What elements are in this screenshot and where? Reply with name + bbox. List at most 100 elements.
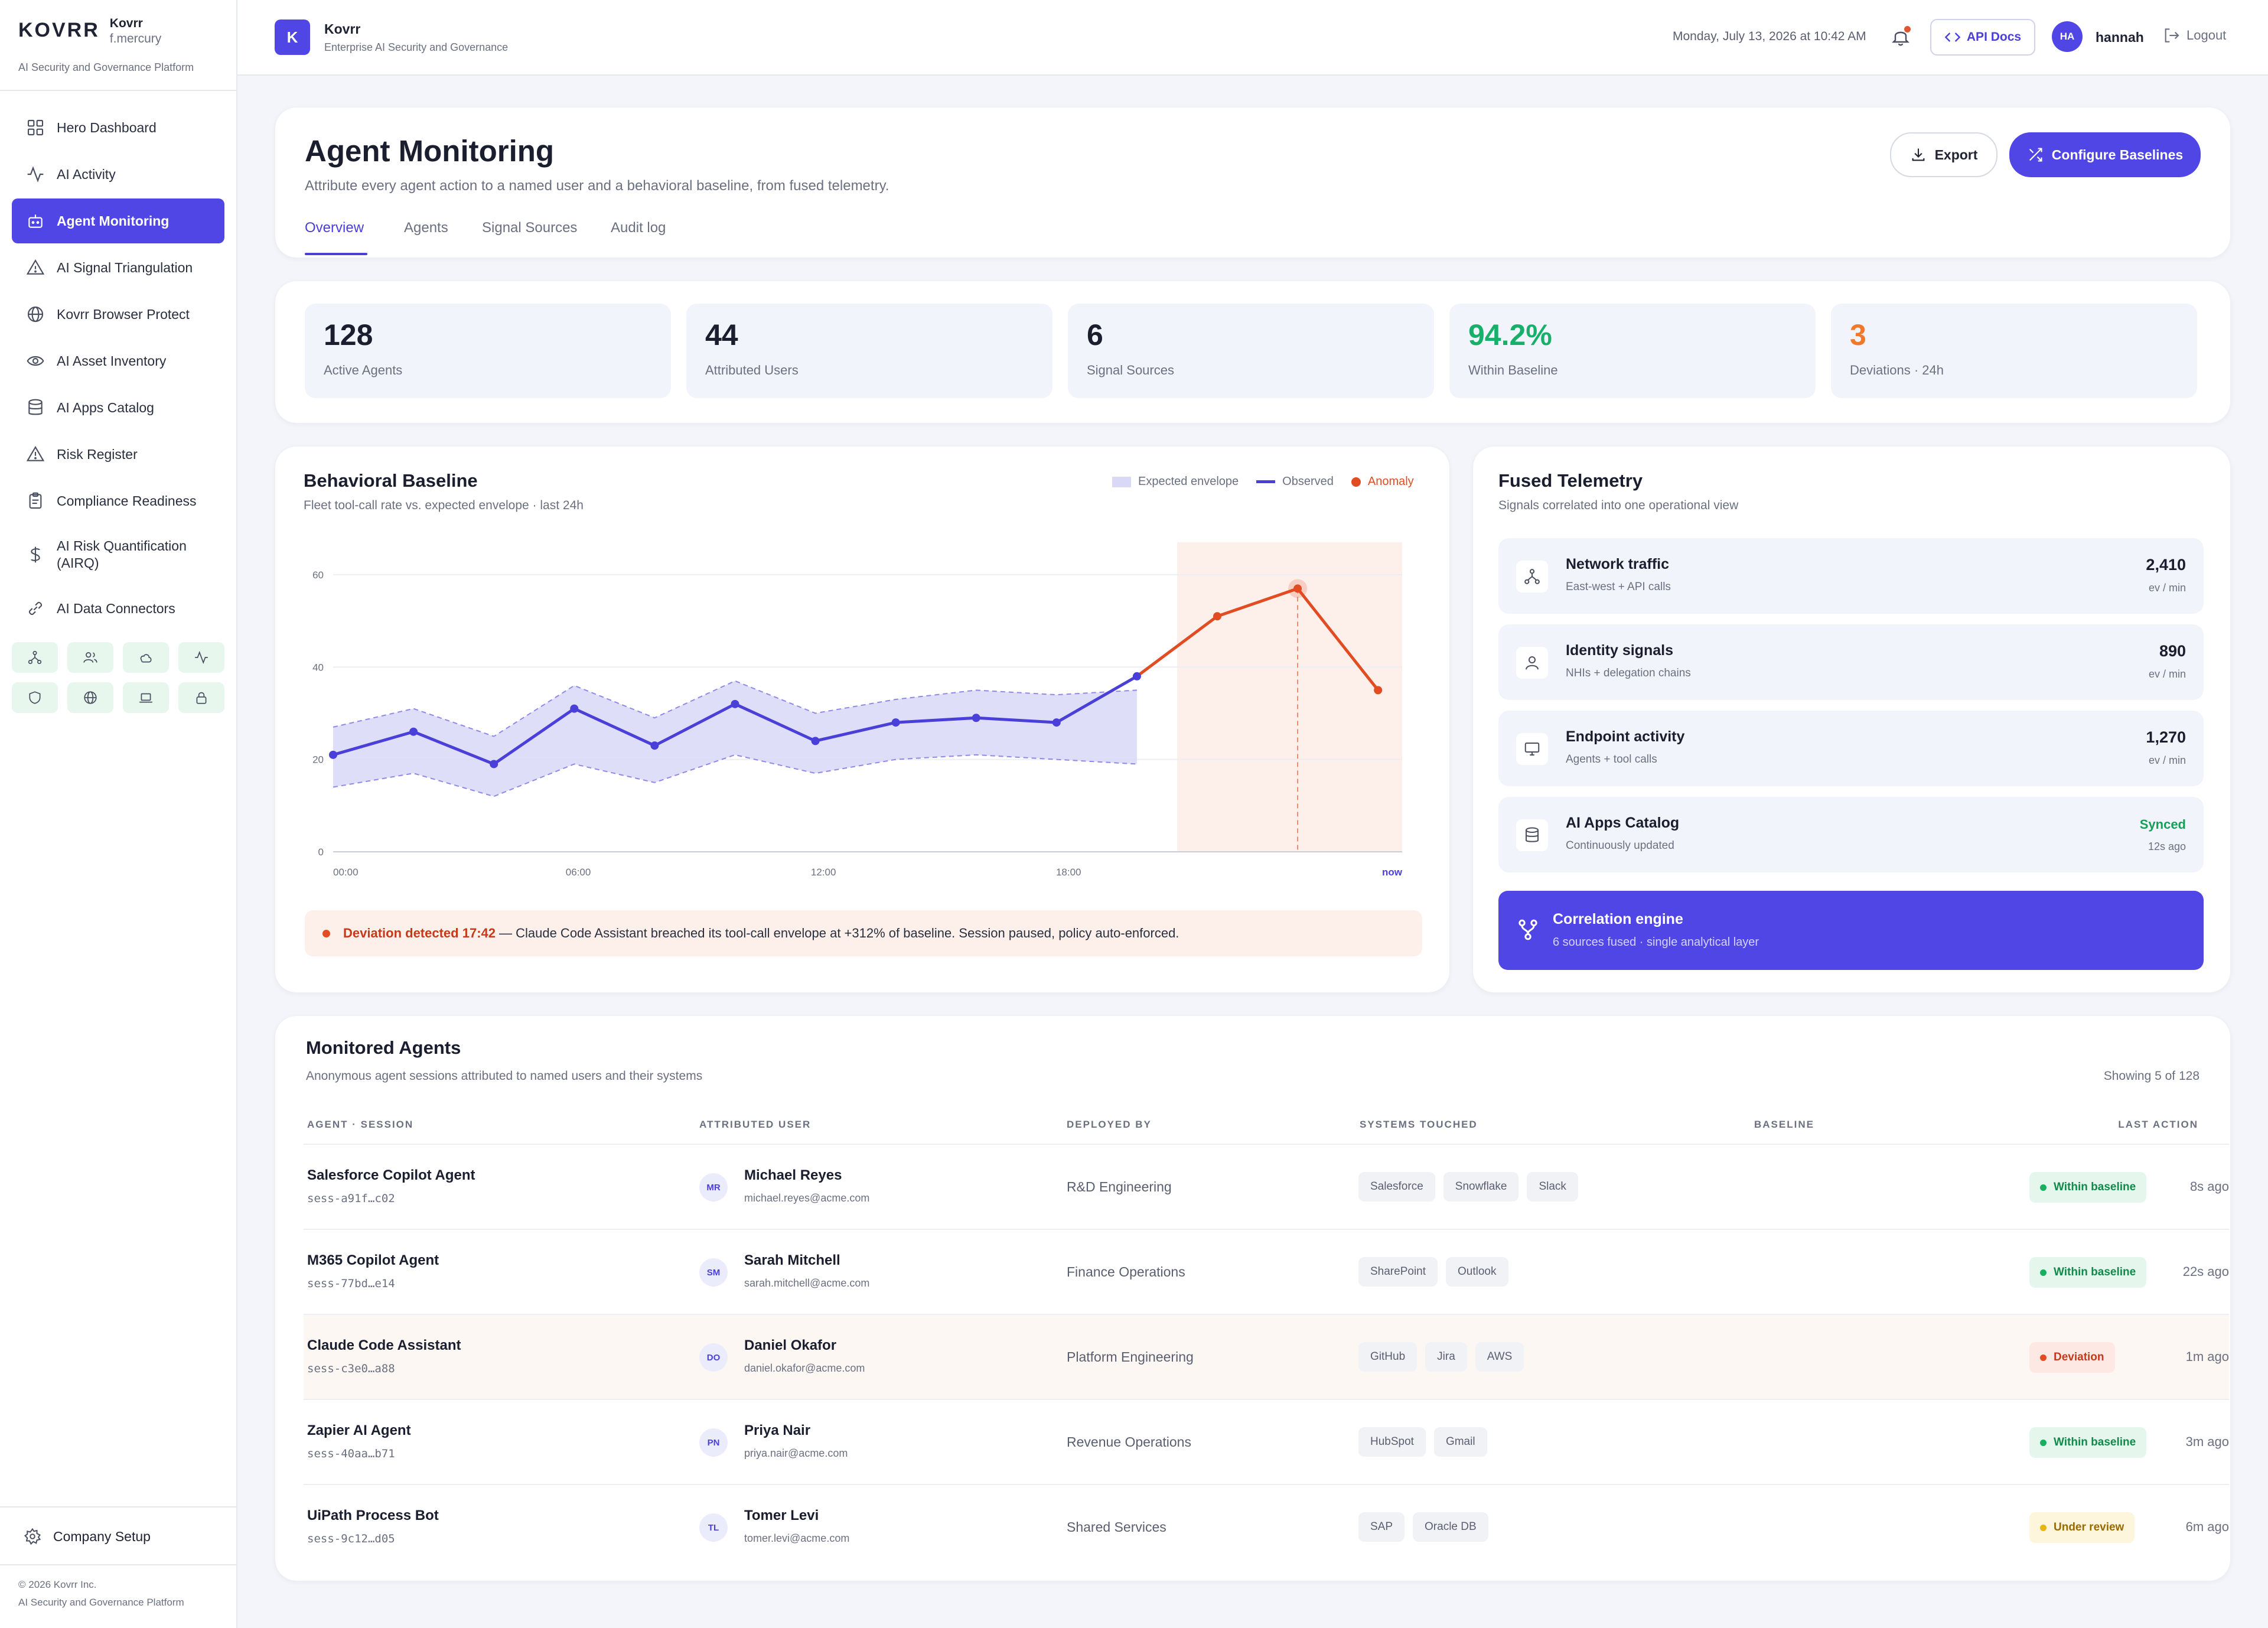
col-agent-session: AGENT · SESSION <box>307 1119 414 1130</box>
quick-laptop-button[interactable] <box>123 682 169 713</box>
baseline-subtitle: Fleet tool-call rate vs. expected envelo… <box>304 499 584 512</box>
user-name[interactable]: Daniel Okafor <box>744 1337 837 1353</box>
sidebar-item-risk-register[interactable]: Risk Register <box>12 432 224 477</box>
telemetry-row-apps-catalog[interactable]: AI Apps Catalog Continuously updated Syn… <box>1498 797 2204 872</box>
deployed-by: Finance Operations <box>1067 1264 1185 1279</box>
system-chip: Outlook <box>1446 1257 1508 1287</box>
sidebar-item-label: Risk Register <box>57 446 138 462</box>
quick-activity-button[interactable] <box>178 642 224 673</box>
kpi-value: 44 <box>705 318 738 351</box>
api-docs-button[interactable]: API Docs <box>1930 19 2035 56</box>
quick-globe-button[interactable] <box>67 682 113 713</box>
export-button[interactable]: Export <box>1890 132 1997 177</box>
username[interactable]: hannah <box>2096 30 2144 45</box>
table-row[interactable]: UiPath Process Bot sess-9c12…d05 TL Tome… <box>304 1484 2229 1569</box>
sidebar-item-compliance-readiness[interactable]: Compliance Readiness <box>12 478 224 523</box>
bell-icon[interactable] <box>1890 26 1911 47</box>
quick-network-button[interactable] <box>12 642 58 673</box>
divider <box>0 1506 236 1507</box>
kpi-signal-sources[interactable]: 6 Signal Sources <box>1068 304 1434 398</box>
notification-dot <box>1904 26 1911 32</box>
tab-agents[interactable]: Agents <box>404 220 448 236</box>
sidebar-item-agent-monitoring[interactable]: Agent Monitoring <box>12 198 224 243</box>
observed-point <box>490 760 498 769</box>
tab-overview[interactable]: Overview <box>305 220 364 236</box>
x-tick-label: 06:00 <box>566 867 591 878</box>
sidebar-item-ai-signal-triangulation[interactable]: AI Signal Triangulation <box>12 245 224 290</box>
logout-button[interactable]: Logout <box>2162 26 2226 45</box>
status-label: Within baseline <box>2054 1266 2136 1278</box>
telemetry-row-endpoint[interactable]: Endpoint activity Agents + tool calls 1,… <box>1498 711 2204 786</box>
quick-users-button[interactable] <box>67 642 113 673</box>
col-last-action: LAST ACTION <box>2118 1119 2198 1130</box>
y-tick-label: 60 <box>312 569 324 581</box>
sidebar-item-ai-activity[interactable]: AI Activity <box>12 152 224 197</box>
status-label: Within baseline <box>2054 1436 2136 1448</box>
sidebar-item-ai-asset-inventory[interactable]: AI Asset Inventory <box>12 338 224 383</box>
status-dot <box>2040 1184 2047 1191</box>
quick-cloud-button[interactable] <box>123 642 169 673</box>
kpi-attributed-users[interactable]: 44 Attributed Users <box>686 304 1052 398</box>
company-setup-link[interactable]: Company Setup <box>12 1515 224 1558</box>
clipboard-icon <box>29 492 42 509</box>
quick-lock-button[interactable] <box>178 682 224 713</box>
grid-icon <box>27 119 44 136</box>
system-chip: SharePoint <box>1358 1257 1438 1287</box>
table-row[interactable]: Zapier AI Agent sess-40aa…b71 PN Priya N… <box>304 1399 2229 1484</box>
kpi-value: 3 <box>1850 318 1866 351</box>
correlation-engine-panel[interactable]: Correlation engine 6 sources fused · sin… <box>1498 891 2204 970</box>
sidebar-item-label: AI Asset Inventory <box>57 353 167 369</box>
deviation-alert[interactable]: Deviation detected 17:42 — Claude Code A… <box>305 910 1422 956</box>
logout-label: Logout <box>2186 28 2227 43</box>
kpi-label: Attributed Users <box>705 363 799 377</box>
status-dot <box>2040 1269 2047 1276</box>
icon-box <box>1516 733 1548 765</box>
kpi-deviations[interactable]: 3 Deviations · 24h <box>1831 304 2197 398</box>
sidebar-item-ai-risk-quantification[interactable]: AI Risk Quantification (AIRQ) <box>12 532 224 577</box>
sidebar-item-hero-dashboard[interactable]: Hero Dashboard <box>12 105 224 150</box>
kpi-active-agents[interactable]: 128 Active Agents <box>305 304 671 398</box>
sidebar-item-label: AI Activity <box>57 166 116 182</box>
sidebar-item-ai-apps-catalog[interactable]: AI Apps Catalog <box>12 385 224 430</box>
shuffle-icon <box>2029 148 2042 162</box>
kpi-value: 6 <box>1087 318 1103 351</box>
system-chip: Salesforce <box>1358 1172 1435 1202</box>
system-chip: Jira <box>1425 1342 1467 1372</box>
table-row[interactable]: Claude Code Assistant sess-c3e0…a88 DO D… <box>304 1314 2229 1399</box>
telemetry-row-network[interactable]: Network traffic East-west + API calls 2,… <box>1498 538 2204 614</box>
engine-subtitle: 6 sources fused · single analytical laye… <box>1553 936 1759 949</box>
telemetry-row-identity[interactable]: Identity signals NHIs + delegation chain… <box>1498 624 2204 700</box>
deployed-by: Shared Services <box>1067 1519 1166 1535</box>
configure-baselines-button[interactable]: Configure Baselines <box>2009 132 2201 177</box>
telemetry-desc: NHIs + delegation chains <box>1566 667 1691 679</box>
tab-signal-sources[interactable]: Signal Sources <box>482 220 578 236</box>
behavioral-baseline-card: Behavioral Baseline Fleet tool-call rate… <box>275 447 1449 992</box>
activity-icon <box>27 166 44 183</box>
table-row[interactable]: Salesforce Copilot Agent sess-a91f…c02 M… <box>304 1144 2229 1229</box>
table-row[interactable]: M365 Copilot Agent sess-77bd…e14 SM Sara… <box>304 1229 2229 1314</box>
legend-observed-swatch <box>1256 480 1276 483</box>
sidebar-item-label: Kovrr Browser Protect <box>57 306 190 322</box>
quick-access-grid <box>12 642 224 713</box>
brand-logo[interactable]: KOVRR Kovrr f.mercury <box>18 17 161 46</box>
sidebar-item-kovrr-browser-protect[interactable]: Kovrr Browser Protect <box>12 292 224 337</box>
eye-icon <box>27 356 44 366</box>
kpi-within-baseline[interactable]: 94.2% Within Baseline <box>1449 304 1816 398</box>
alert-dot <box>322 929 330 937</box>
user-name[interactable]: Priya Nair <box>744 1422 811 1438</box>
active-tab-indicator <box>305 253 367 255</box>
kpi-label: Signal Sources <box>1087 363 1174 377</box>
user-name[interactable]: Michael Reyes <box>744 1167 842 1183</box>
app-badge[interactable]: K <box>275 19 310 55</box>
tab-audit-log[interactable]: Audit log <box>611 220 666 236</box>
baseline-chart[interactable]: 60 40 20 0 00:00 06:00 12:00 18:00 now <box>305 529 1427 901</box>
avatar[interactable]: HA <box>2052 21 2083 52</box>
sidebar-item-ai-data-connectors[interactable]: AI Data Connectors <box>12 586 224 631</box>
quick-shield-button[interactable] <box>12 682 58 713</box>
user-name[interactable]: Sarah Mitchell <box>744 1252 840 1268</box>
current-date: Monday, July 13, 2026 at 10:42 AM <box>1673 30 1866 43</box>
status-label: Within baseline <box>2054 1181 2136 1193</box>
chart-legend: Expected envelope Observed Anomaly <box>1112 475 1414 489</box>
user-name[interactable]: Tomer Levi <box>744 1507 819 1523</box>
user-email: priya.nair@acme.com <box>744 1447 848 1459</box>
